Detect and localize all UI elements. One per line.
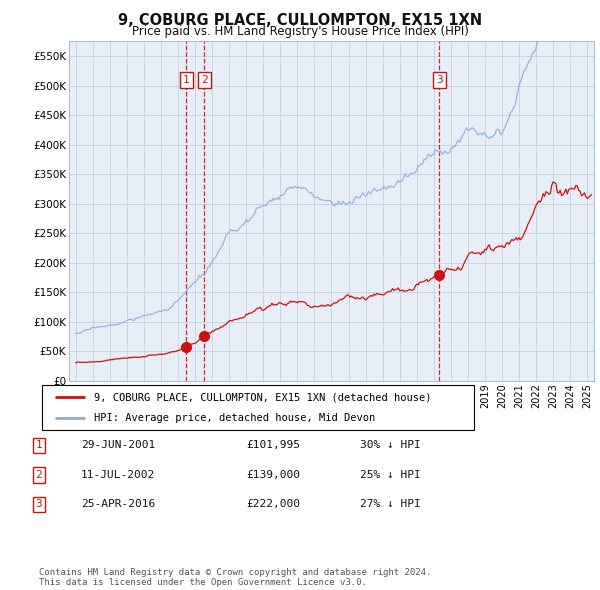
Text: 9, COBURG PLACE, CULLOMPTON, EX15 1XN (detached house): 9, COBURG PLACE, CULLOMPTON, EX15 1XN (d… xyxy=(94,392,431,402)
Text: Contains HM Land Registry data © Crown copyright and database right 2024.
This d: Contains HM Land Registry data © Crown c… xyxy=(39,568,431,587)
Text: 2: 2 xyxy=(201,75,208,84)
Text: 2: 2 xyxy=(35,470,43,480)
Text: £101,995: £101,995 xyxy=(246,441,300,450)
Text: HPI: Average price, detached house, Mid Devon: HPI: Average price, detached house, Mid … xyxy=(94,412,375,422)
Text: 27% ↓ HPI: 27% ↓ HPI xyxy=(360,500,421,509)
Text: £139,000: £139,000 xyxy=(246,470,300,480)
Text: 25% ↓ HPI: 25% ↓ HPI xyxy=(360,470,421,480)
Text: 11-JUL-2002: 11-JUL-2002 xyxy=(81,470,155,480)
Text: Price paid vs. HM Land Registry's House Price Index (HPI): Price paid vs. HM Land Registry's House … xyxy=(131,25,469,38)
Text: 25-APR-2016: 25-APR-2016 xyxy=(81,500,155,509)
Text: 1: 1 xyxy=(183,75,190,84)
FancyBboxPatch shape xyxy=(42,385,474,430)
Text: 9, COBURG PLACE, CULLOMPTON, EX15 1XN: 9, COBURG PLACE, CULLOMPTON, EX15 1XN xyxy=(118,13,482,28)
Text: 30% ↓ HPI: 30% ↓ HPI xyxy=(360,441,421,450)
Text: £222,000: £222,000 xyxy=(246,500,300,509)
Text: 3: 3 xyxy=(35,500,43,509)
Text: 29-JUN-2001: 29-JUN-2001 xyxy=(81,441,155,450)
Text: 1: 1 xyxy=(35,441,43,450)
Text: 3: 3 xyxy=(436,75,443,84)
